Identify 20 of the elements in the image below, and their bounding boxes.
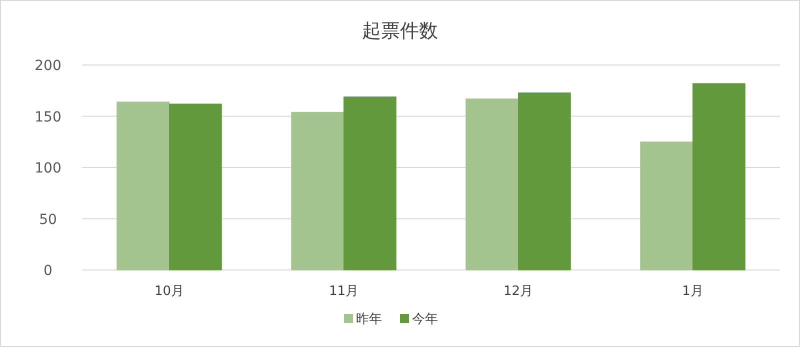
x-tick-label: 11月: [328, 284, 359, 299]
legend-label: 今年: [412, 312, 438, 327]
y-tick-label: 0: [44, 263, 52, 279]
y-tick-label: 200: [34, 58, 62, 74]
x-tick-label: 1月: [682, 284, 704, 299]
bar: [344, 96, 396, 270]
bar: [291, 112, 344, 270]
chart-title: 起票件数: [362, 20, 438, 42]
y-tick-label: 100: [34, 160, 62, 176]
bar: [640, 142, 693, 270]
bar: [518, 92, 571, 270]
bar: [116, 102, 170, 270]
y-tick-label: 50: [39, 212, 57, 228]
legend-label: 昨年: [356, 312, 382, 327]
bar: [169, 104, 222, 270]
bar: [692, 83, 746, 270]
y-tick-label: 150: [34, 109, 62, 126]
x-tick-label: 12月: [503, 284, 534, 299]
x-tick-label: 10月: [154, 284, 184, 299]
bar: [466, 98, 518, 270]
